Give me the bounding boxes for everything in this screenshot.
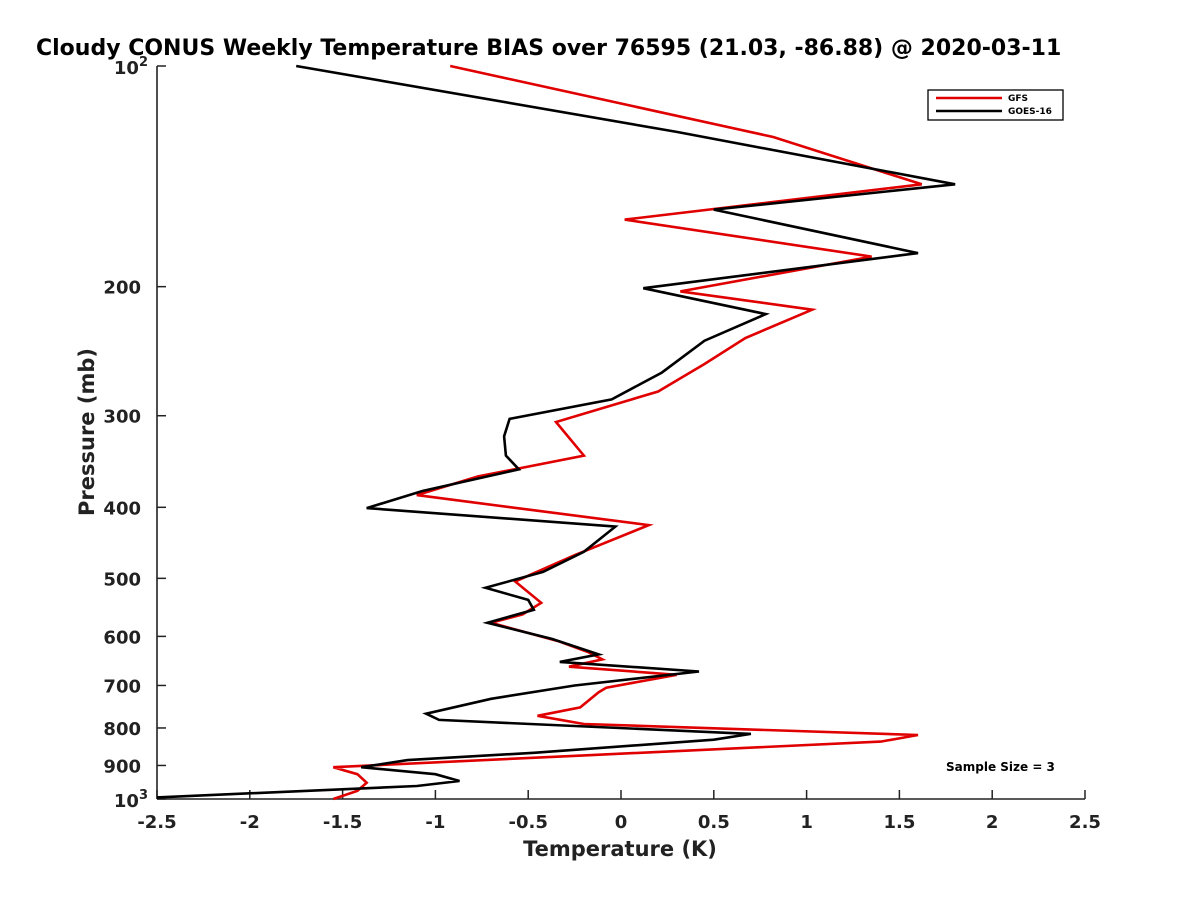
y-tick-label-top: 102 — [114, 55, 148, 79]
sample-size-annotation: Sample Size = 3 — [946, 760, 1055, 774]
x-tick-label: 2.5 — [1069, 812, 1101, 833]
y-tick-label: 600 — [103, 627, 141, 648]
x-tick-label: 1.5 — [883, 812, 915, 833]
y-tick-label: 200 — [103, 278, 141, 299]
y-tick-label: 700 — [103, 676, 141, 697]
x-tick-label: -1 — [425, 812, 445, 833]
legend-box — [927, 89, 1064, 121]
legend-label-goes16: GOES-16 — [1008, 107, 1052, 117]
legend-label-gfs: GFS — [1008, 94, 1028, 104]
y-tick-label: 500 — [103, 569, 141, 590]
y-tick-label: 900 — [103, 756, 141, 777]
legend: GFS GOES-16 — [927, 89, 1064, 121]
series-line-goes16 — [156, 64, 956, 799]
chart-title: Cloudy CONUS Weekly Temperature BIAS ove… — [36, 36, 1061, 61]
x-axis-label: Temperature (K) — [523, 837, 717, 861]
y-tick-label: 800 — [103, 719, 141, 740]
y-tick-label: 400 — [103, 498, 141, 519]
x-tick-label: -2.5 — [137, 812, 176, 833]
x-tick-label: -2 — [240, 812, 260, 833]
series-line-gfs — [332, 64, 923, 801]
x-tick-label: -1.5 — [323, 812, 362, 833]
x-tick-label: 1 — [800, 812, 813, 833]
x-tick-label: 0 — [615, 812, 628, 833]
y-tick-label-bottom: 103 — [114, 788, 148, 812]
x-tick-label: 0.5 — [698, 812, 730, 833]
y-tick-label: 300 — [103, 407, 141, 428]
plot-area: -2.5 -2 -1.5 -1 -0.5 0 0.5 1 1.5 2 2.5 200 300 400 50… — [103, 55, 1101, 833]
x-tick-label: 2 — [986, 812, 999, 833]
y-ticks: 200 300 400 500 600 700 800 900 102 103 — [103, 55, 166, 812]
x-tick-label: -0.5 — [509, 812, 548, 833]
x-ticks: -2.5 -2 -1.5 -1 -0.5 0 0.5 1 1.5 2 2.5 — [137, 790, 1101, 833]
y-axis-label: Pressure (mb) — [75, 348, 99, 516]
series-lines — [156, 64, 956, 801]
